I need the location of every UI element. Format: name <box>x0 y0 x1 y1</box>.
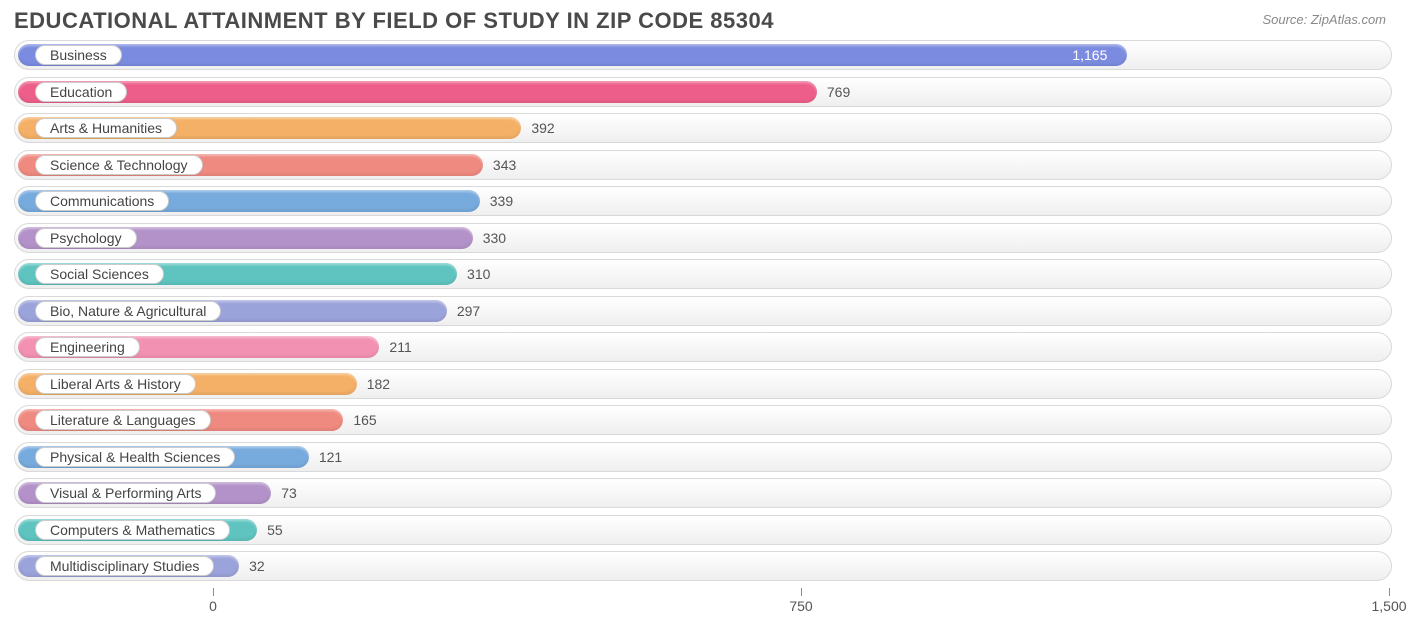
axis-tick-label: 750 <box>789 598 812 614</box>
bar-value-label: 182 <box>367 376 390 392</box>
bar-row: Social Sciences 310 <box>14 259 1392 289</box>
bar-category-label: Science & Technology <box>35 155 203 175</box>
bar-category-label: Social Sciences <box>35 264 164 284</box>
bar-value-label: 121 <box>319 449 342 465</box>
bar-category-label: Liberal Arts & History <box>35 374 196 394</box>
bar-value-label: 330 <box>483 230 506 246</box>
bar-row: Bio, Nature & Agricultural 297 <box>14 296 1392 326</box>
bar-row: Liberal Arts & History 182 <box>14 369 1392 399</box>
bar-category-label: Visual & Performing Arts <box>35 483 216 503</box>
chart-source: Source: ZipAtlas.com <box>1262 8 1386 27</box>
bar-row: Psychology 330 <box>14 223 1392 253</box>
axis-tick <box>1389 588 1390 596</box>
bar-row: Arts & Humanities 392 <box>14 113 1392 143</box>
bar-category-label: Bio, Nature & Agricultural <box>35 301 221 321</box>
bar-category-label: Psychology <box>35 228 137 248</box>
axis-tick-label: 1,500 <box>1371 598 1406 614</box>
bar-category-label: Business <box>35 45 122 65</box>
bar-category-label: Literature & Languages <box>35 410 211 430</box>
bar-value-label: 343 <box>493 157 516 173</box>
bar-row: Physical & Health Sciences 121 <box>14 442 1392 472</box>
bar-category-label: Computers & Mathematics <box>35 520 230 540</box>
bar-category-label: Education <box>35 82 127 102</box>
axis-tick <box>801 588 802 596</box>
bar-value-label: 165 <box>353 412 376 428</box>
chart-title: EDUCATIONAL ATTAINMENT BY FIELD OF STUDY… <box>14 8 774 34</box>
bar-category-label: Arts & Humanities <box>35 118 177 138</box>
bar-category-label: Communications <box>35 191 169 211</box>
bar-category-label: Multidisciplinary Studies <box>35 556 214 576</box>
bar-fill <box>18 81 817 103</box>
bar-value-label: 32 <box>249 558 265 574</box>
bar-row: Computers & Mathematics 55 <box>14 515 1392 545</box>
bar-value-label: 310 <box>467 266 490 282</box>
bar-value-label: 297 <box>457 303 480 319</box>
chart-header: EDUCATIONAL ATTAINMENT BY FIELD OF STUDY… <box>0 0 1406 38</box>
bar-value-label: 769 <box>827 84 850 100</box>
bar-fill <box>18 44 1127 66</box>
bar-row: Multidisciplinary Studies 32 <box>14 551 1392 581</box>
bar-value-label: 73 <box>281 485 297 501</box>
bar-value-label: 392 <box>531 120 554 136</box>
bar-row: Science & Technology 343 <box>14 150 1392 180</box>
bar-row: Education 769 <box>14 77 1392 107</box>
x-axis: 07501,500 <box>14 588 1392 618</box>
bar-row: Business 1,165 <box>14 40 1392 70</box>
bar-row: Literature & Languages 165 <box>14 405 1392 435</box>
axis-tick <box>213 588 214 596</box>
axis-tick-label: 0 <box>209 598 217 614</box>
bar-value-label: 55 <box>267 522 283 538</box>
bar-value-label: 339 <box>490 193 513 209</box>
bar-row: Engineering 211 <box>14 332 1392 362</box>
bar-row: Visual & Performing Arts 73 <box>14 478 1392 508</box>
chart-area: Business 1,165 Education 769 Arts & Humaniti… <box>0 38 1406 581</box>
bar-category-label: Engineering <box>35 337 140 357</box>
bar-row: Communications 339 <box>14 186 1392 216</box>
bar-value-label: 1,165 <box>1072 47 1107 63</box>
bar-category-label: Physical & Health Sciences <box>35 447 235 467</box>
bar-value-label: 211 <box>389 339 411 355</box>
